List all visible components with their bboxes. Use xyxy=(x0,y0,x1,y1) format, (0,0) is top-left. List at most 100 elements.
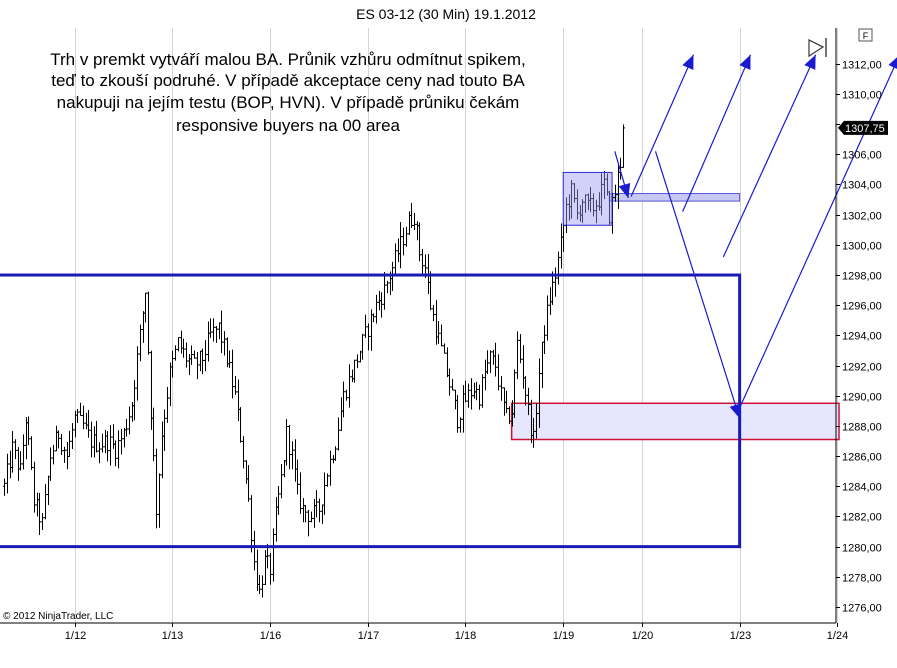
arrows xyxy=(614,54,897,419)
y-tick-label-3: 1282,00 xyxy=(842,512,882,524)
price-bar xyxy=(27,416,30,446)
price-bar xyxy=(285,419,288,466)
price-bar xyxy=(269,552,272,585)
price-bar xyxy=(551,271,554,305)
y-tick-label-10: 1296,00 xyxy=(842,301,882,313)
price-bar xyxy=(185,342,188,368)
price-bar xyxy=(144,292,147,323)
price-bar xyxy=(595,199,598,224)
price-bar xyxy=(196,351,199,380)
price-bar xyxy=(505,390,508,414)
price-bar xyxy=(622,124,625,168)
price-bar xyxy=(432,304,435,322)
arrow-1 xyxy=(630,54,695,197)
x-tick-label-8: 1/24 xyxy=(827,630,848,642)
price-bar xyxy=(337,417,340,451)
price-bar xyxy=(323,472,326,515)
price-bar xyxy=(82,405,85,430)
y-tick-label-2: 1280,00 xyxy=(842,543,882,555)
price-bar xyxy=(41,513,44,530)
price-bar xyxy=(171,350,174,378)
price-bar xyxy=(418,222,421,262)
arrow-0 xyxy=(614,151,631,199)
arrow-shaft xyxy=(630,54,695,197)
price-bar xyxy=(589,186,592,213)
arrow-shaft xyxy=(682,54,752,212)
price-bar xyxy=(228,350,231,368)
price-bar xyxy=(459,417,462,433)
price-bar xyxy=(193,350,196,359)
arrow-head xyxy=(804,54,816,70)
price-bar xyxy=(215,326,218,343)
price-bar xyxy=(152,407,155,462)
price-bar xyxy=(163,409,166,451)
chart-title: ES 03-12 (30 Min) 19.1.2012 xyxy=(356,6,536,22)
price-bar xyxy=(44,484,47,520)
price-bar xyxy=(49,447,52,481)
price-bar xyxy=(190,345,193,365)
price-bar xyxy=(584,194,587,213)
price-bar xyxy=(288,424,291,470)
zone-00-area xyxy=(510,402,840,441)
price-bar xyxy=(182,338,185,358)
price-bar xyxy=(147,291,150,355)
f-button-label: F xyxy=(863,31,869,41)
f-button[interactable]: F xyxy=(858,28,873,42)
price-bar xyxy=(456,394,459,433)
price-bar xyxy=(310,511,313,523)
price-bar xyxy=(348,364,351,408)
price-bar xyxy=(405,226,408,247)
arrow-head xyxy=(729,403,742,419)
price-bar xyxy=(33,461,36,513)
price-bar xyxy=(380,292,383,318)
price-bar xyxy=(603,171,606,200)
price-bar xyxy=(299,472,302,514)
y-tick-label-13: 1302,00 xyxy=(842,211,882,223)
price-bar xyxy=(421,248,424,277)
price-bar xyxy=(470,378,473,410)
price-bar xyxy=(220,310,223,354)
y-tick-label-8: 1292,00 xyxy=(842,362,882,374)
price-bar xyxy=(413,212,416,230)
arrow-shaft xyxy=(722,54,817,258)
price-bar xyxy=(76,408,79,424)
price-bar xyxy=(63,446,66,463)
price-bar xyxy=(383,271,386,310)
scroll-to-end-icon[interactable] xyxy=(808,38,827,58)
price-bar xyxy=(475,381,478,401)
price-bar xyxy=(304,505,307,523)
price-bar xyxy=(375,294,378,324)
price-bar xyxy=(296,459,299,495)
price-bar xyxy=(372,313,375,323)
price-bar xyxy=(139,324,142,362)
price-bar xyxy=(557,251,560,285)
price-bar xyxy=(478,384,481,410)
note-line-3: nakupuji na jejím testu (BOP, HVN). V př… xyxy=(57,93,520,112)
arrow-3 xyxy=(722,54,817,258)
price-bar xyxy=(524,376,527,406)
copyright-text: © 2012 NinjaTrader, LLC xyxy=(3,611,113,622)
price-bar xyxy=(14,439,17,460)
y-tick-label-4: 1284,00 xyxy=(842,482,882,494)
price-bar xyxy=(307,509,310,537)
price-bar xyxy=(201,348,204,374)
price-bar xyxy=(155,448,158,529)
arrow-4 xyxy=(654,151,742,419)
last-price-label: 1307,75 xyxy=(845,123,885,135)
price-bar xyxy=(494,342,497,377)
price-bar xyxy=(291,441,294,470)
price-bar xyxy=(527,387,530,416)
price-bar xyxy=(52,444,55,465)
arrow-5 xyxy=(739,57,897,409)
price-bar xyxy=(247,465,250,502)
arrow-2 xyxy=(682,54,752,212)
price-bar xyxy=(87,409,90,438)
price-bar xyxy=(535,403,538,439)
price-bar xyxy=(394,243,397,274)
price-bar xyxy=(581,199,584,224)
price-bar xyxy=(356,354,359,369)
arrow-head xyxy=(618,182,631,199)
price-bar xyxy=(489,350,492,373)
price-bar xyxy=(570,180,573,219)
price-bar xyxy=(128,406,131,435)
